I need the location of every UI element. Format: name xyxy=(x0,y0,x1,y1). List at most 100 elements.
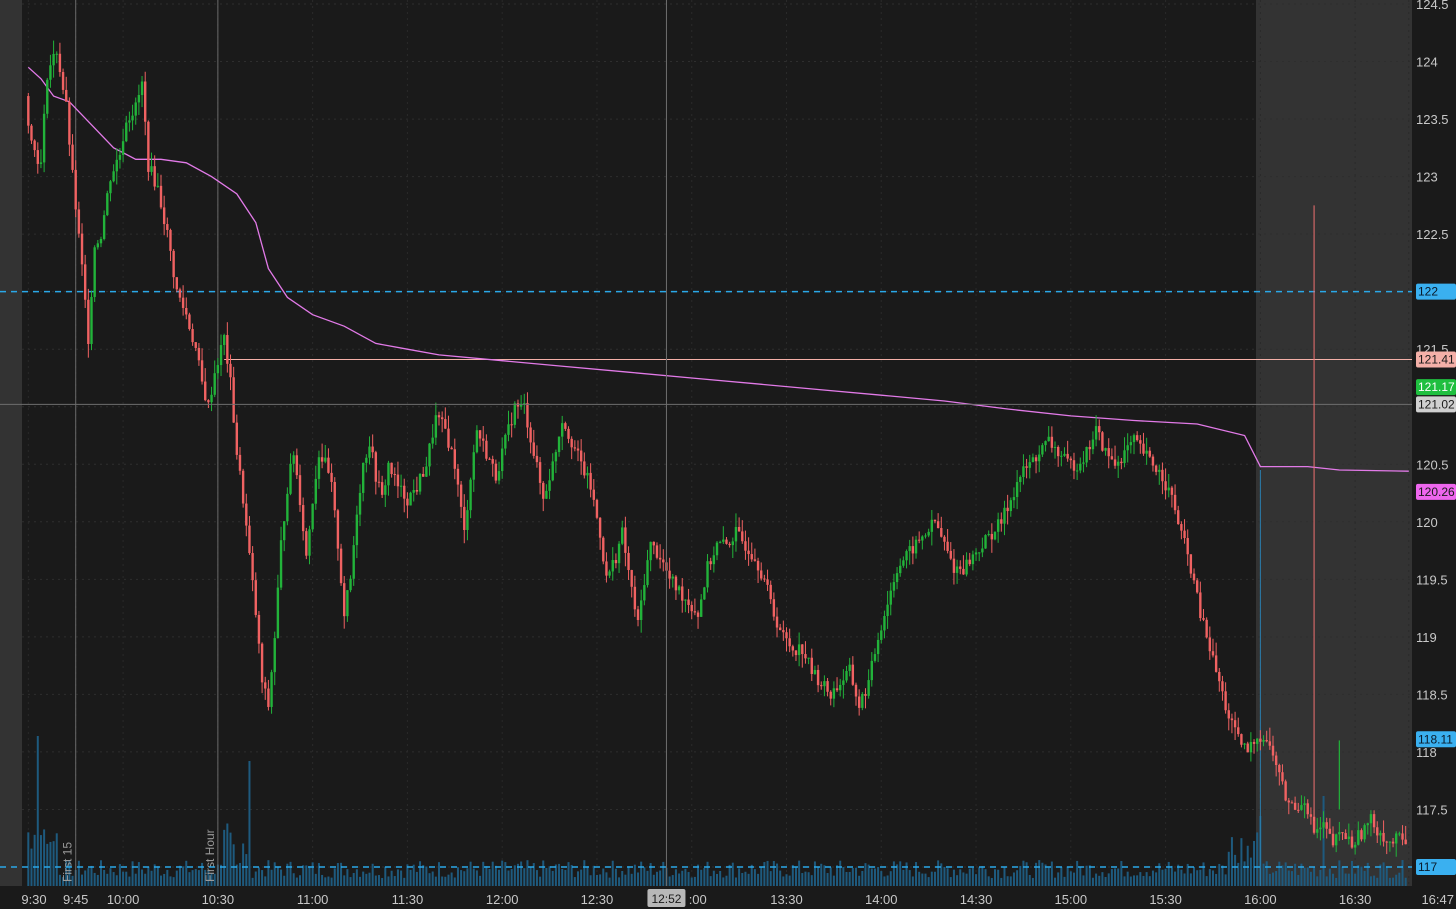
volume-bar xyxy=(229,832,232,886)
candle-body xyxy=(1334,834,1338,846)
candle-body xyxy=(1398,833,1401,835)
candle-body xyxy=(387,462,390,486)
candle-body xyxy=(1341,832,1344,834)
candle-body xyxy=(1189,554,1193,574)
candle-body xyxy=(756,560,760,571)
candle-body xyxy=(1028,462,1031,468)
candle-body xyxy=(380,482,384,495)
volume-bar xyxy=(750,864,753,886)
candle-body xyxy=(807,657,810,659)
volume-bar xyxy=(940,863,943,886)
volume-bar xyxy=(1218,863,1221,886)
vwap-line xyxy=(27,66,1409,472)
candle-body xyxy=(930,519,934,532)
candle-body xyxy=(1139,440,1142,444)
candle-body xyxy=(49,65,52,80)
volume-bar xyxy=(896,864,899,886)
candle-body xyxy=(264,682,267,689)
candle-body xyxy=(311,503,314,530)
volume-bar xyxy=(649,863,652,886)
volume-bar xyxy=(327,876,330,886)
price-badge-label: 121.02 xyxy=(1418,397,1455,411)
candle-body xyxy=(403,485,406,499)
volume-bar xyxy=(1180,869,1183,886)
volume-bar xyxy=(1019,865,1022,886)
candle-body xyxy=(576,448,580,451)
candle-body xyxy=(880,630,883,640)
volume-bar xyxy=(513,865,516,886)
volume-bar xyxy=(1022,860,1025,886)
volume-bar xyxy=(491,861,494,886)
volume-bar xyxy=(1253,840,1256,886)
volume-bar xyxy=(1224,874,1227,886)
candle-body xyxy=(286,493,289,522)
volume-bar xyxy=(880,871,883,886)
volume-bar xyxy=(1240,838,1243,886)
volume-bar xyxy=(700,869,703,886)
candle-body xyxy=(65,89,68,102)
volume-bar xyxy=(144,873,147,886)
price-badge xyxy=(1416,731,1456,748)
volume-bar xyxy=(1404,877,1407,886)
volume-bar xyxy=(779,870,782,886)
volume-bar xyxy=(1369,876,1372,886)
volume-bar xyxy=(851,867,854,886)
candle-body xyxy=(1063,453,1066,456)
volume-bar xyxy=(182,866,185,886)
candle-body xyxy=(513,403,517,425)
volume-bar xyxy=(1401,860,1404,886)
volume-bar xyxy=(317,863,320,886)
candle-body xyxy=(1246,743,1249,753)
volume-bar xyxy=(494,865,497,886)
volume-bar xyxy=(520,861,523,886)
volume-bar xyxy=(118,864,121,886)
candle-body xyxy=(649,541,652,561)
candle-body xyxy=(861,693,864,708)
volume-bar xyxy=(194,869,197,886)
volume-bar xyxy=(403,877,406,886)
candle-body xyxy=(396,474,400,487)
candle-body xyxy=(974,552,978,555)
candle-body xyxy=(1265,739,1268,742)
volume-bar xyxy=(131,861,134,886)
volume-bar xyxy=(213,873,216,886)
volume-bar xyxy=(1249,857,1252,886)
volume-bar xyxy=(463,871,466,886)
candle-body xyxy=(377,481,381,483)
candle-body xyxy=(245,503,248,526)
volume-bar xyxy=(1031,877,1034,886)
volume-bar xyxy=(1139,872,1142,886)
volume-bar xyxy=(1227,851,1230,886)
candle-body xyxy=(219,345,223,366)
candle-body xyxy=(352,545,355,579)
candle-body xyxy=(478,430,482,439)
volume-bar xyxy=(1050,861,1053,886)
volume-bar xyxy=(545,868,548,886)
volume-bar xyxy=(614,868,617,886)
price-badge-label: 122 xyxy=(1418,285,1438,299)
candle-body xyxy=(453,449,456,469)
candle-body xyxy=(535,455,539,463)
candle-body xyxy=(1161,469,1164,482)
volume-bar xyxy=(1164,868,1167,886)
candle-body xyxy=(106,193,109,216)
volume-bar xyxy=(324,877,327,886)
price-tick-label: 118.5 xyxy=(1416,687,1448,702)
candle-body xyxy=(621,527,624,544)
candle-body xyxy=(1158,469,1161,472)
volume-bar xyxy=(655,871,658,886)
candle-body xyxy=(131,115,134,121)
candle-body xyxy=(144,81,147,122)
candle-body xyxy=(1082,462,1085,464)
volume-bar xyxy=(671,875,674,886)
volume-bar xyxy=(1322,796,1325,886)
candle-body xyxy=(722,539,725,542)
candle-body xyxy=(775,616,779,628)
candle-body xyxy=(955,566,959,573)
volume-bar xyxy=(823,865,826,886)
volume-bar xyxy=(681,870,684,886)
candle-body xyxy=(573,447,577,449)
volume-bar xyxy=(1319,869,1322,886)
volume-bar xyxy=(810,875,813,886)
volume-bar xyxy=(175,870,178,886)
